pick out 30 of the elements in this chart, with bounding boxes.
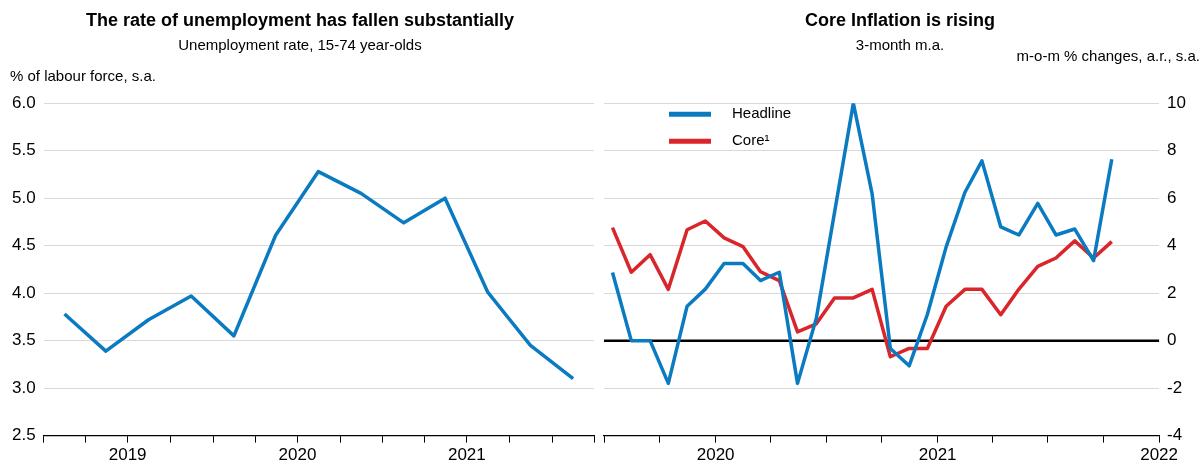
y2-tick-label: 0 bbox=[1167, 330, 1177, 350]
y-tick-label: 5.5 bbox=[11, 140, 36, 160]
y-tick-label: 5.0 bbox=[11, 187, 36, 207]
chart-title: Core Inflation is rising bbox=[804, 10, 996, 31]
chart-subtitle: 3-month m.a. bbox=[855, 36, 945, 53]
y2-tick-label: -2 bbox=[1167, 377, 1183, 397]
y2-tick-label: 10 bbox=[1167, 92, 1187, 112]
y2-tick-label: 4 bbox=[1167, 235, 1177, 255]
y-tick-label: 4.0 bbox=[11, 282, 36, 302]
legend-label: Core¹ bbox=[732, 131, 770, 149]
y2-tick-label: 2 bbox=[1167, 282, 1177, 302]
y2-tick-label: 8 bbox=[1167, 140, 1177, 160]
chart-title: The rate of unemployment has fallen substantially bbox=[84, 10, 516, 31]
x-tick-label: 2020 bbox=[696, 445, 735, 465]
x-tick-label: 2020 bbox=[278, 445, 317, 465]
y-tick-label: 2.5 bbox=[11, 425, 36, 445]
chart-subtitle: Unemployment rate, 15-74 year-olds bbox=[177, 36, 423, 53]
y-tick-label: 3.5 bbox=[11, 330, 36, 350]
y2-axis-title: m-o-m % changes, a.r., s.a. bbox=[1016, 47, 1200, 64]
y-tick-label: 4.5 bbox=[11, 235, 36, 255]
x-tick-label: 2021 bbox=[918, 445, 957, 465]
x-tick-label: 2019 bbox=[108, 445, 147, 465]
y-tick-label: 6.0 bbox=[11, 92, 36, 112]
x-tick-label: 2022 bbox=[1140, 445, 1178, 465]
x-tick-label: 2021 bbox=[447, 445, 486, 465]
y2-tick-label: 6 bbox=[1167, 187, 1177, 207]
y-tick-label: 3.0 bbox=[11, 377, 36, 397]
y2-tick-label: -4 bbox=[1167, 425, 1183, 445]
y-axis-title: % of labour force, s.a. bbox=[10, 67, 156, 84]
legend-label: Headline bbox=[732, 104, 792, 122]
